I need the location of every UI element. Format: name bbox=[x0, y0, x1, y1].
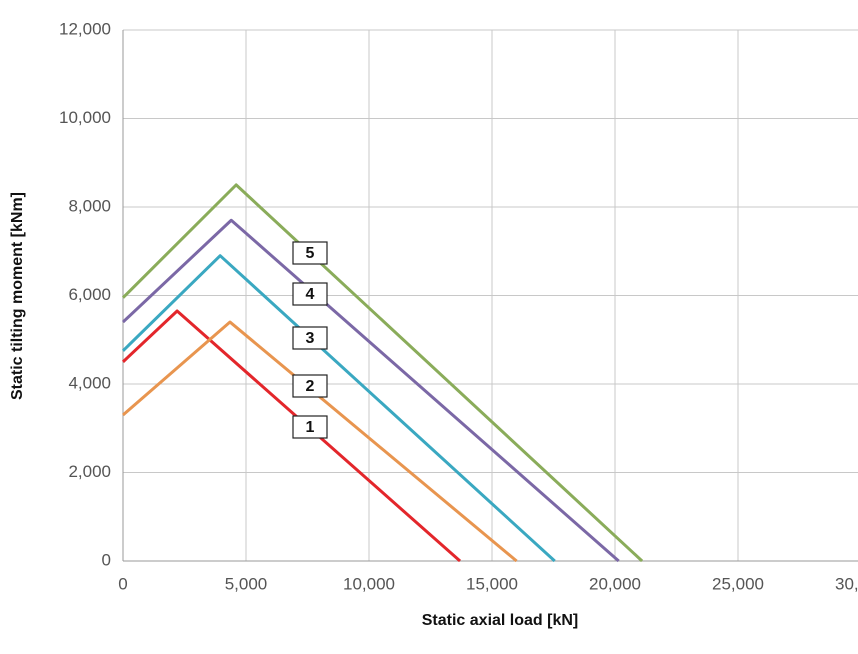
x-tick-label: 15,000 bbox=[466, 574, 518, 593]
legend-box bbox=[292, 415, 328, 439]
series-line bbox=[122, 320, 518, 563]
series-line bbox=[121, 254, 556, 563]
legend-label: 2 bbox=[306, 378, 315, 395]
y-tick-label: 2,000 bbox=[68, 462, 111, 481]
y-tick-label: 10,000 bbox=[59, 108, 111, 127]
x-tick-label: 0 bbox=[118, 574, 127, 593]
legend-box bbox=[292, 241, 328, 265]
legend-label: 5 bbox=[306, 245, 315, 262]
y-tick-label: 6,000 bbox=[68, 285, 111, 304]
legend-box bbox=[292, 374, 328, 398]
y-axis-title: Static tilting moment [kNm] bbox=[9, 192, 26, 400]
legend-label: 1 bbox=[306, 419, 315, 436]
series-line bbox=[121, 218, 620, 563]
series-line bbox=[121, 183, 644, 563]
x-tick-label: 5,000 bbox=[225, 574, 268, 593]
y-tick-label: 0 bbox=[102, 550, 111, 569]
legend-label: 3 bbox=[306, 330, 315, 347]
y-tick-label: 12,000 bbox=[59, 19, 111, 38]
x-tick-label: 25,000 bbox=[712, 574, 764, 593]
y-tick-label: 8,000 bbox=[68, 196, 111, 215]
y-tick-label: 4,000 bbox=[68, 373, 111, 392]
legend-box bbox=[292, 282, 328, 306]
legend-box bbox=[292, 326, 328, 350]
series-line bbox=[121, 309, 462, 563]
x-axis-title: Static axial load [kN] bbox=[422, 612, 579, 629]
x-tick-label: 10,000 bbox=[343, 574, 395, 593]
legend-label: 4 bbox=[306, 286, 315, 303]
x-tick-label: 30,000 bbox=[835, 574, 858, 593]
x-tick-label: 20,000 bbox=[589, 574, 641, 593]
